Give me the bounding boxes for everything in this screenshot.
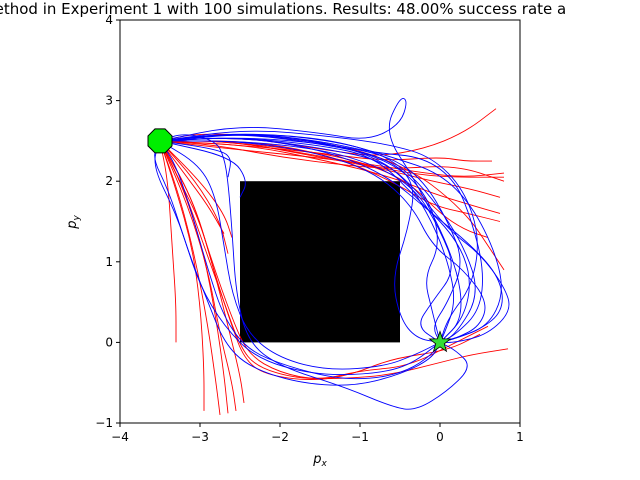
- failure-trajectory-10: [159, 140, 509, 380]
- success-trajectory-40: [159, 134, 441, 343]
- goal-marker: [428, 330, 452, 353]
- failure-trajectory-21: [159, 140, 505, 182]
- success-trajectory-42: [159, 137, 503, 343]
- x-tick-label: −1: [351, 430, 369, 444]
- obstacle-layer: [240, 181, 400, 343]
- success-trajectory-37: [159, 134, 468, 410]
- failure-trajectory-1: [159, 140, 221, 415]
- failure-trajectory-18: [159, 140, 501, 214]
- success-trajectory-30: [154, 140, 441, 376]
- success-trajectory-27: [159, 134, 502, 343]
- y-axis-label: py: [65, 215, 82, 230]
- x-tick-label: 0: [436, 430, 444, 444]
- failure-trajectory-11: [159, 140, 489, 379]
- x-tick-label: −3: [191, 430, 209, 444]
- success-trajectory-35: [159, 137, 461, 343]
- success-trajectory-25: [159, 97, 462, 343]
- y-tick-label: 0: [105, 335, 113, 349]
- trajectories: [154, 97, 510, 415]
- success-trajectory-38: [160, 140, 486, 343]
- y-tick-label: 2: [105, 174, 113, 188]
- axes-frame: [119, 19, 521, 424]
- failure-trajectory-0: [159, 140, 205, 411]
- y-tick-label: 3: [105, 94, 113, 108]
- failure-trajectory-3: [159, 140, 237, 411]
- start-marker: [147, 128, 173, 154]
- y-tick-label: 1: [105, 255, 113, 269]
- success-trajectory-31: [159, 140, 441, 370]
- failure-trajectory-15: [159, 108, 497, 156]
- x-axis-label: px: [312, 452, 327, 469]
- success-trajectory-24: [159, 133, 476, 343]
- ticks: −4 −3 −2 −1 0 1 −1 0 1 2 3 4: [95, 13, 524, 444]
- y-tick-label: −1: [95, 416, 113, 430]
- chart-title: method in Experiment 1 with 100 simulati…: [0, 0, 567, 18]
- markers: [147, 128, 452, 353]
- x-tick-label: −2: [271, 430, 289, 444]
- success-trajectory-29: [154, 140, 441, 386]
- obstacle: [240, 181, 400, 343]
- success-trajectory-39: [159, 130, 478, 343]
- x-tick-label: −4: [111, 430, 129, 444]
- x-tick-label: 1: [516, 430, 524, 444]
- success-trajectory-41: [159, 140, 441, 380]
- failure-trajectory-9: [159, 140, 481, 380]
- y-tick-label: 4: [105, 13, 113, 27]
